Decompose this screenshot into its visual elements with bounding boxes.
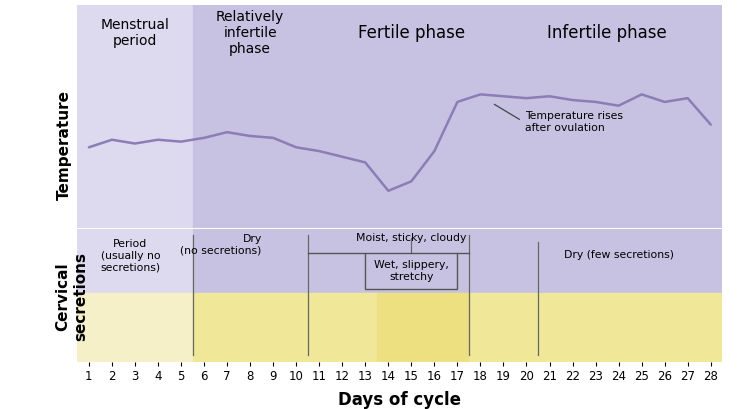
Y-axis label: Cervical
secretions: Cervical secretions xyxy=(55,251,88,340)
Text: Infertile phase: Infertile phase xyxy=(548,24,667,42)
Text: Dry (few secretions): Dry (few secretions) xyxy=(564,249,674,259)
Text: Menstrual
period: Menstrual period xyxy=(100,18,170,48)
X-axis label: Days of cycle: Days of cycle xyxy=(338,390,461,408)
Bar xyxy=(515,293,722,362)
Text: Temperature rises
after ovulation: Temperature rises after ovulation xyxy=(525,111,624,133)
Text: Fertile phase: Fertile phase xyxy=(357,24,465,42)
Text: Period
(usually no
secretions): Period (usually no secretions) xyxy=(100,238,161,272)
Bar xyxy=(77,293,192,362)
Text: Wet, slippery,
stretchy: Wet, slippery, stretchy xyxy=(374,259,449,281)
Bar xyxy=(192,293,308,362)
Bar xyxy=(469,293,515,362)
Bar xyxy=(77,59,192,229)
Bar xyxy=(77,229,192,362)
Text: Relatively
infertile
phase: Relatively infertile phase xyxy=(216,9,284,56)
Bar xyxy=(77,6,192,59)
Text: Moist, sticky, cloudy: Moist, sticky, cloudy xyxy=(356,232,467,243)
Bar xyxy=(515,6,722,59)
Bar xyxy=(192,229,722,362)
Bar xyxy=(192,6,308,59)
Bar xyxy=(192,59,722,229)
Y-axis label: Temperature: Temperature xyxy=(57,89,71,199)
Text: Dry
(no secretions): Dry (no secretions) xyxy=(181,233,262,254)
Bar xyxy=(308,6,515,59)
Bar xyxy=(377,293,469,362)
Bar xyxy=(308,293,377,362)
Bar xyxy=(366,253,458,289)
